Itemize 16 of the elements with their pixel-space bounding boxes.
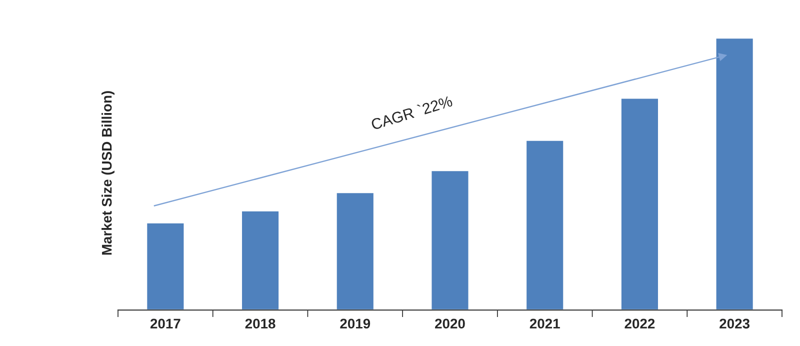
bar — [240, 210, 280, 310]
x-tick-label: 2019 — [340, 318, 370, 329]
bar — [430, 170, 470, 310]
bar — [335, 192, 375, 310]
x-tick-label: 2018 — [245, 318, 276, 329]
bar — [525, 140, 565, 310]
bar — [620, 97, 660, 310]
x-tick-label: 2017 — [150, 318, 180, 329]
x-tick-label: 2020 — [435, 318, 465, 329]
x-tick-label: 2021 — [530, 318, 560, 329]
bar — [714, 37, 754, 310]
annotation: CAGR `22% — [370, 94, 453, 130]
x-tick-label: 2022 — [624, 318, 655, 329]
x-tick-label: 2023 — [720, 318, 750, 329]
bar — [146, 222, 186, 310]
y-axis-title: Market Size (USD Billion) — [102, 91, 114, 255]
